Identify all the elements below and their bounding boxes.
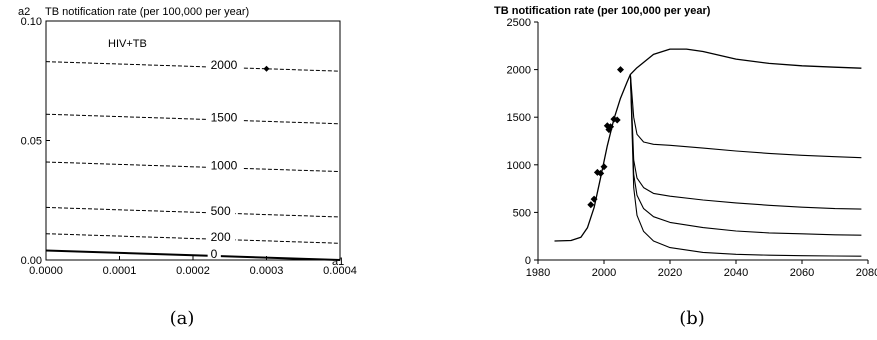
- panel-b-xtick-label: 2060: [790, 267, 814, 279]
- panel-a-contour-label-bg: [207, 247, 221, 259]
- panel-b-data-point: [597, 169, 605, 177]
- panel-a-contour-label: 500: [211, 204, 231, 218]
- panel-b-data-point: [613, 116, 621, 124]
- panel-b-series-line: [554, 48, 862, 242]
- panel-b-ytick-label: 0: [525, 255, 531, 267]
- panel-b-data-point: [600, 163, 608, 171]
- panel-a-xtick-label: 0.0003: [250, 265, 284, 277]
- panel-b-data-point: [617, 66, 624, 74]
- panel-b-xtick-label: 2020: [658, 267, 682, 279]
- panel-a-contour-label: 0: [211, 247, 218, 261]
- panel-a-contour-line: [45, 61, 341, 72]
- panel-a-contour-label-bg: [207, 204, 236, 216]
- panel-a-contour-label: 1500: [211, 111, 238, 125]
- panel-a: a2 TB notification rate (per 100,000 per…: [18, 6, 357, 329]
- panel-a-xtick-label: 0.0002: [176, 265, 210, 277]
- panel-b-caption: (b): [679, 308, 705, 329]
- panel-b-series-line: [629, 74, 862, 257]
- panel-a-contour-label-bg: [207, 58, 243, 70]
- panel-a-xtick-label: 0.0004: [323, 265, 357, 277]
- panel-b-ytick-label: 2000: [507, 65, 531, 77]
- panel-a-annotation: HIV+TB: [108, 38, 147, 50]
- panel-a-contour-label-bg: [207, 159, 243, 171]
- panel-a-caption: (a): [170, 308, 195, 329]
- panel-b-xtick-label: 1980: [526, 267, 550, 279]
- panel-a-contour-label-bg: [207, 111, 243, 123]
- panel-b-series-line: [629, 74, 862, 159]
- panel-b-data-point: [605, 126, 613, 134]
- panel-a-contour-label: 1000: [211, 158, 238, 172]
- panel-b-ytick-label: 1000: [507, 160, 531, 172]
- panel-a-contour-line: [45, 113, 341, 125]
- panel-b-data-point: [607, 123, 615, 131]
- panel-a-ytick-label: 0.00: [21, 255, 42, 267]
- panel-b-ytick-label: 2500: [507, 17, 531, 29]
- panel-b-series-line: [629, 74, 862, 236]
- panel-a-contour-line: [45, 233, 341, 244]
- panel-b-data-point: [603, 122, 611, 130]
- panel-a-contour-label: 200: [211, 230, 231, 244]
- panel-b-series-line: [629, 74, 862, 210]
- panel-b-data-point: [587, 201, 595, 209]
- panel-b-xtick-label: 2080: [856, 267, 877, 279]
- panel-b-ytick-label: 500: [513, 207, 531, 219]
- panel-a-ylabel: a2: [18, 6, 30, 18]
- panel-a-title: TB notification rate (per 100,000 per ye…: [45, 6, 249, 18]
- panel-a-contour-label-bg: [207, 231, 236, 243]
- panel-a-plot-frame: [45, 20, 341, 261]
- panel-a-xtick-label: 0.0001: [103, 265, 137, 277]
- panel-b-xtick-label: 2040: [724, 267, 748, 279]
- panel-b-data-point: [590, 195, 598, 203]
- panel-a-contour-line: [45, 206, 341, 218]
- panel-a-ytick-label: 0.10: [21, 16, 42, 28]
- panel-a-contour-label: 2000: [211, 58, 238, 72]
- panel-a-data-point: [263, 65, 270, 72]
- panel-a-xtick-label: 0.0000: [29, 265, 63, 277]
- panel-a-contour-line: [45, 249, 341, 261]
- panel-b-xtick-label: 2000: [592, 267, 616, 279]
- panel-b-title: TB notification rate (per 100,000 per ye…: [494, 5, 711, 17]
- panel-a-ytick-label: 0.05: [21, 136, 42, 148]
- panel-a-contour-line: [45, 161, 341, 173]
- panel-b-ytick-label: 1500: [507, 112, 531, 124]
- panel-b: TB notification rate (per 100,000 per ye…: [494, 5, 877, 329]
